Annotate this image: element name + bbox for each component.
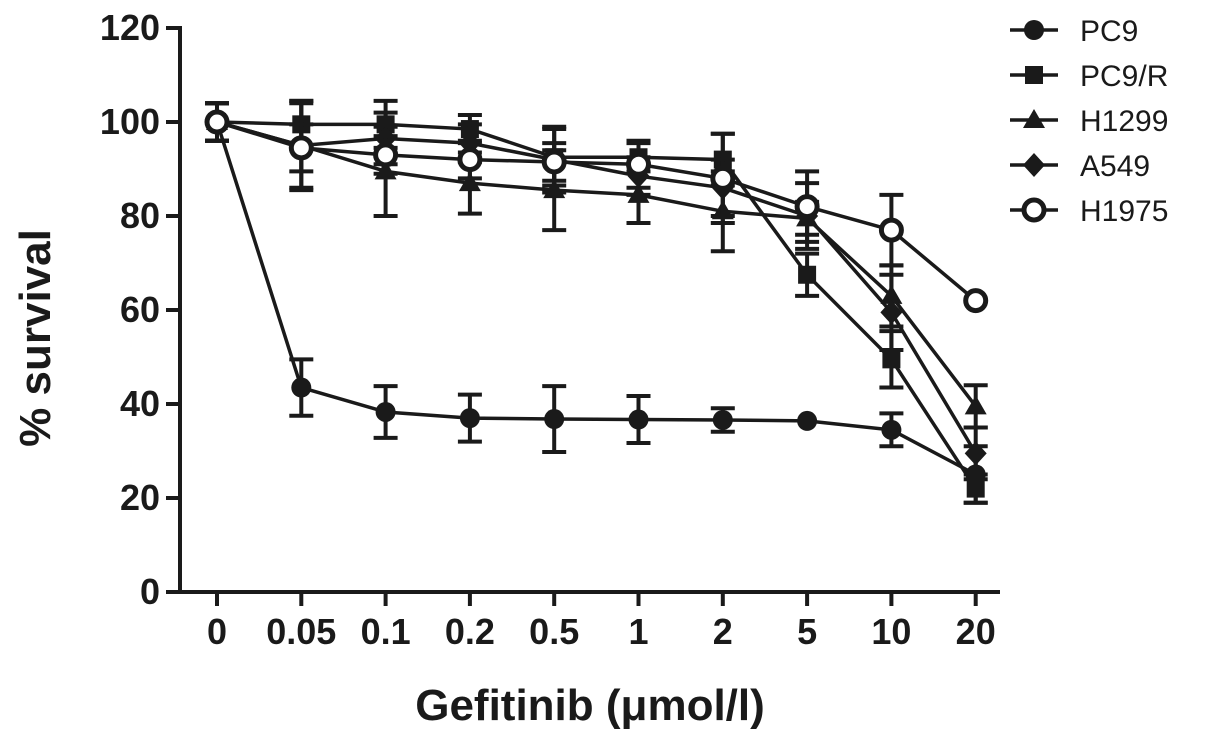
x-tick-label: 2 xyxy=(713,611,733,652)
series-line xyxy=(216,120,978,490)
x-tick-label: 0.05 xyxy=(266,611,336,652)
data-point xyxy=(966,479,985,498)
data-point xyxy=(457,147,483,173)
data-point xyxy=(628,409,649,430)
data-point xyxy=(878,217,904,243)
x-tick-label: 0.2 xyxy=(445,611,495,652)
data-point xyxy=(794,194,820,220)
legend-item: PC9 xyxy=(1010,15,1138,48)
legend-item: H1299 xyxy=(1010,105,1168,138)
legend-label: A549 xyxy=(1080,150,1150,183)
x-ticks: 0 0.05 0.1 0.2 0.5 1 2 5 10 20 xyxy=(207,592,996,652)
data-point xyxy=(798,265,817,284)
data-point xyxy=(710,165,736,191)
data-point xyxy=(964,395,987,415)
series-line xyxy=(215,121,977,477)
data-point xyxy=(541,149,567,175)
axes: 0 20 40 60 80 100 120 0 0.05 0.1 0.2 0.5 1 2 5 10 20 xyxy=(100,7,1000,652)
x-tick-label: 5 xyxy=(797,611,817,652)
y-ticks: 0 20 40 60 80 100 120 xyxy=(100,7,180,612)
series-line xyxy=(216,120,978,455)
data-point xyxy=(964,441,987,466)
data-point xyxy=(459,408,480,429)
data-point xyxy=(880,300,903,325)
y-tick-label: 40 xyxy=(120,383,160,424)
y-tick-label: 60 xyxy=(120,289,160,330)
legend-label: PC9 xyxy=(1080,15,1138,48)
legend-label: H1299 xyxy=(1080,105,1168,138)
data-point xyxy=(544,409,565,430)
series-a549 xyxy=(205,101,988,482)
data-point xyxy=(797,410,818,431)
x-tick-label: 0.1 xyxy=(361,611,411,652)
data-point xyxy=(204,109,230,135)
legend-marker xyxy=(1024,20,1044,40)
x-tick-label: 10 xyxy=(871,611,911,652)
series-h1975 xyxy=(204,101,989,314)
data-point xyxy=(373,142,399,168)
x-tick-label: 20 xyxy=(956,611,996,652)
data-point xyxy=(882,350,901,369)
data-point xyxy=(288,135,314,161)
plot-area xyxy=(204,98,989,505)
legend-marker xyxy=(1021,197,1047,223)
data-point xyxy=(712,409,733,430)
y-tick-label: 120 xyxy=(100,7,160,48)
legend-item: H1975 xyxy=(1010,195,1168,228)
y-tick-label: 80 xyxy=(120,195,160,236)
legend-marker xyxy=(1025,66,1043,84)
series-line xyxy=(216,120,978,408)
legend-item: A549 xyxy=(1010,150,1150,183)
x-tick-label: 0 xyxy=(207,611,227,652)
x-tick-label: 1 xyxy=(628,611,648,652)
legend-label: PC9/R xyxy=(1080,60,1168,93)
legend-item: PC9/R xyxy=(1010,60,1168,93)
series-pc9-r xyxy=(205,98,988,505)
x-tick-label: 0.5 xyxy=(529,611,579,652)
y-axis-title: % survival xyxy=(11,229,60,447)
legend: PC9 PC9/R H1299 A549 H1975 xyxy=(1010,15,1168,228)
y-tick-label: 20 xyxy=(120,477,160,518)
y-tick-label: 0 xyxy=(140,571,160,612)
y-tick-label: 100 xyxy=(100,101,160,142)
legend-marker xyxy=(1023,109,1045,128)
data-point xyxy=(963,288,989,314)
legend-marker xyxy=(1023,153,1045,177)
data-point xyxy=(375,401,396,422)
data-point xyxy=(458,172,481,192)
data-point xyxy=(881,419,902,440)
data-point xyxy=(626,151,651,177)
x-axis-title: Gefitinib (μmol/l) xyxy=(415,681,765,730)
series-line xyxy=(216,120,977,302)
data-point xyxy=(291,377,312,398)
legend-label: H1975 xyxy=(1080,195,1168,228)
